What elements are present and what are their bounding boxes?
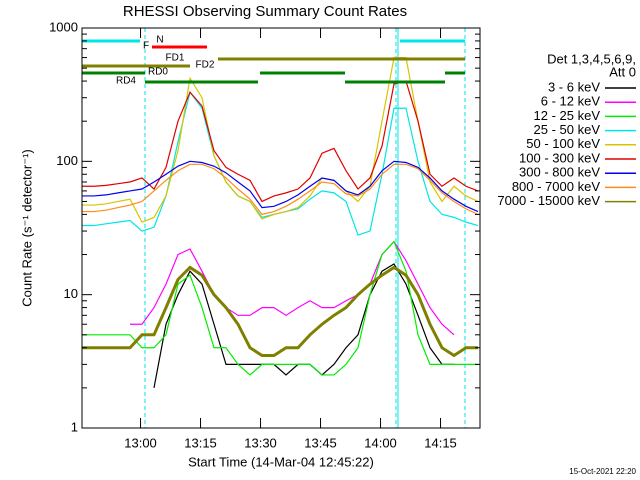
y-tick-label: 10: [64, 286, 78, 301]
series-line: [82, 80, 479, 203]
series-line: [82, 160, 479, 213]
series-line: [82, 163, 479, 216]
series-line: [82, 56, 479, 223]
footer: 15-Oct-2021 22:20: [569, 467, 636, 476]
legend-header: Det 1,3,4,5,6,9,: [547, 51, 636, 66]
x-tick-label: 14:00: [364, 435, 397, 450]
legend-label: 7000 - 15000 keV: [497, 193, 600, 208]
x-tick-label: 14:15: [424, 435, 457, 450]
flag-label: RD0: [148, 67, 168, 78]
legend-label: 3 - 6 keV: [548, 79, 600, 94]
y-tick-label: 1: [71, 419, 78, 434]
x-tick-label: 13:15: [184, 435, 217, 450]
series-line: [82, 240, 478, 376]
flag-label: F: [143, 41, 149, 52]
legend-label: 800 - 7000 keV: [512, 179, 601, 194]
x-tick-label: 13:00: [124, 435, 157, 450]
flag-label: FD1: [166, 53, 185, 64]
legend-label: 100 - 300 keV: [519, 150, 600, 165]
x-tick-label: 13:30: [244, 435, 277, 450]
legend-label: 12 - 25 keV: [534, 108, 601, 123]
chart-title: RHESSI Observing Summary Count Rates: [123, 3, 407, 20]
y-tick-label: 100: [56, 153, 78, 168]
y-axis-label: Count Rate (s⁻¹ detector⁻¹): [19, 149, 34, 307]
series-line: [82, 265, 478, 358]
legend-label: 50 - 100 keV: [526, 136, 600, 151]
legend-label: 300 - 800 keV: [519, 165, 600, 180]
y-tick-label: 1000: [49, 19, 78, 34]
series-line: [130, 240, 455, 336]
flag-label: FD2: [196, 60, 215, 71]
flag-label: N: [156, 35, 163, 46]
x-axis-label: Start Time (14-Mar-04 12:45:22): [188, 454, 374, 469]
x-tick-label: 13:45: [304, 435, 337, 450]
plot-frame: [81, 27, 481, 429]
legend-label: 25 - 50 keV: [534, 122, 601, 137]
legend-header: Att 0: [609, 64, 636, 79]
flag-label: RD4: [116, 76, 136, 87]
legend-label: 6 - 12 keV: [541, 94, 601, 109]
